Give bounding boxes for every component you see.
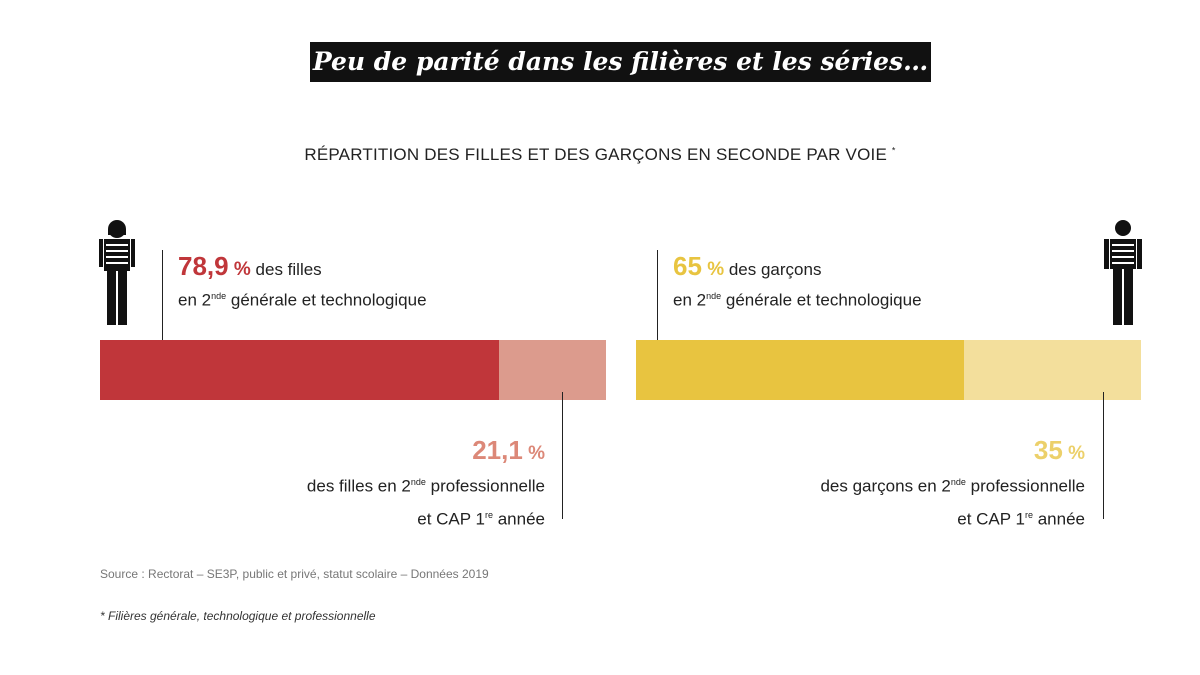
girls-top-line2b: générale et technologique: [230, 290, 427, 310]
boys-top-pct: %: [707, 259, 725, 280]
girls-bottom-value: 21,1: [472, 435, 523, 465]
boys-bottom-line2: et CAP 1: [957, 509, 1025, 529]
boys-bottom-line1b: professionnelle: [970, 476, 1085, 496]
boys-bottom-line1: des garçons en 2: [820, 476, 951, 496]
girls-bar-segment-professional: [499, 340, 606, 400]
boys-top-line2b: générale et technologique: [725, 290, 922, 310]
girls-bottom-line2: et CAP 1: [417, 509, 485, 529]
boys-bar-segment-general: [636, 340, 965, 400]
girls-bottom-line1: des filles en 2: [306, 476, 411, 496]
boys-bottom-pct: %: [1068, 443, 1085, 464]
sup: re: [484, 509, 493, 520]
sup: nde: [211, 291, 227, 301]
boys-top-line2: en 2: [673, 290, 707, 310]
girls-top-label: 78,9 % des filles en 2nde générale et te…: [178, 252, 427, 315]
girls-bottom-line2b: année: [497, 509, 545, 529]
girls-top-leader-line: [162, 250, 163, 352]
boys-bar-segment-professional: [964, 340, 1141, 400]
boys-top-label: 65 % des garçons en 2nde générale et tec…: [673, 252, 922, 315]
subtitle-asterisk: *: [891, 145, 896, 156]
boys-bar: [636, 340, 1141, 400]
sup: nde: [706, 291, 722, 301]
girls-top-pct: %: [233, 259, 251, 280]
sup: re: [1024, 509, 1033, 520]
source-note: Source : Rectorat – SE3P, public et priv…: [100, 567, 489, 581]
boys-bottom-value: 35: [1033, 435, 1063, 465]
girls-bottom-label: 21,1 % des filles en 2nde professionnell…: [307, 436, 545, 533]
boys-bottom-line2b: année: [1037, 509, 1085, 529]
subtitle-text: RÉPARTITION DES FILLES ET DES GARÇONS EN…: [304, 145, 887, 164]
girls-top-line2: en 2: [178, 290, 212, 310]
girls-bottom-pct: %: [528, 443, 545, 464]
boy-icon: [1104, 220, 1142, 325]
girls-bottom-line1b: professionnelle: [430, 476, 545, 496]
page-title: Peu de parité dans les filières et les s…: [310, 42, 931, 82]
boys-top-value: 65: [673, 251, 702, 281]
girls-top-value: 78,9: [178, 251, 229, 281]
footnote: * Filières générale, technologique et pr…: [100, 609, 376, 623]
boys-bottom-leader-line: [1103, 392, 1104, 519]
boys-bottom-label: 35 % des garçons en 2nde professionnelle…: [820, 436, 1085, 533]
boys-top-leader-line: [657, 250, 658, 352]
girls-bottom-leader-line: [562, 392, 563, 519]
girls-top-text: des filles: [255, 260, 322, 279]
sup: nde: [950, 477, 966, 487]
girl-icon: [99, 220, 135, 325]
girls-bar-segment-general: [100, 340, 500, 400]
girls-bar: [100, 340, 606, 400]
boys-top-text: des garçons: [728, 260, 822, 279]
chart-subtitle: RÉPARTITION DES FILLES ET DES GARÇONS EN…: [0, 145, 1200, 165]
sup: nde: [410, 477, 426, 487]
